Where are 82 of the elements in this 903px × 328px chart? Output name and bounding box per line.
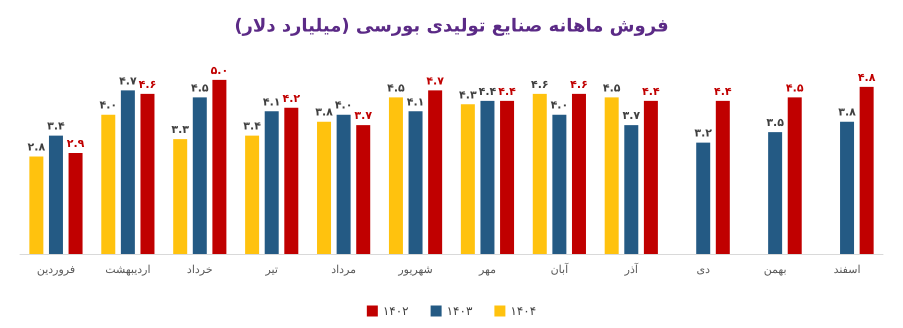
bar bbox=[388, 97, 403, 254]
data-label: ۴.۵ bbox=[190, 81, 209, 94]
bar bbox=[624, 125, 638, 254]
bar bbox=[264, 111, 279, 254]
data-label: ۴.۸ bbox=[858, 70, 876, 84]
data-label: ۴.۲ bbox=[282, 92, 300, 105]
bar bbox=[192, 97, 207, 254]
legend-label: ۱۴۰۳ bbox=[446, 304, 473, 318]
data-label: ۳.۸ bbox=[315, 106, 334, 119]
x-tick-label: مهر bbox=[478, 263, 496, 276]
bar bbox=[552, 114, 566, 254]
data-label: ۳.۷ bbox=[354, 109, 372, 122]
x-tick-label: اسفند bbox=[834, 263, 861, 276]
data-label: ۴.۴ bbox=[478, 84, 497, 98]
bar bbox=[572, 94, 586, 254]
data-label: ۲.۹ bbox=[66, 137, 85, 150]
legend-label: ۱۴۰۲ bbox=[382, 304, 409, 318]
bar bbox=[788, 97, 802, 254]
data-label: ۳.۸ bbox=[838, 106, 856, 119]
data-label: ۴.۰ bbox=[550, 98, 568, 112]
bar bbox=[173, 139, 188, 254]
data-label: ۴.۷ bbox=[119, 74, 137, 88]
x-tick-label: آذر bbox=[624, 262, 639, 276]
data-label: ۴.۶ bbox=[530, 78, 549, 91]
bar bbox=[336, 114, 351, 254]
chart-title: فروش ماهانه صنایع تولیدی بورسی (میلیارد دلار) bbox=[234, 16, 669, 36]
data-label: ۳.۴ bbox=[47, 120, 66, 133]
bar bbox=[500, 100, 514, 254]
data-label: ۴.۰ bbox=[334, 98, 352, 112]
data-label: ۲.۸ bbox=[28, 140, 46, 154]
bar bbox=[696, 142, 710, 254]
x-tick-label: دی bbox=[696, 263, 710, 276]
data-label: ۴.۴ bbox=[642, 84, 660, 98]
data-label: ۴.۴ bbox=[714, 84, 732, 98]
data-label: ۳.۷ bbox=[622, 109, 640, 122]
bar bbox=[140, 94, 154, 254]
bar bbox=[644, 100, 658, 254]
x-tick-label: خرداد bbox=[186, 263, 213, 276]
data-label: ۳.۳ bbox=[171, 123, 190, 136]
bar bbox=[356, 125, 370, 254]
data-label: ۴.۵ bbox=[786, 81, 804, 94]
bar bbox=[604, 97, 619, 254]
data-label: ۳.۴ bbox=[243, 120, 262, 133]
bar bbox=[860, 86, 874, 254]
bar bbox=[317, 122, 332, 254]
bar bbox=[408, 111, 423, 254]
bar bbox=[840, 122, 854, 254]
bar bbox=[284, 108, 298, 254]
bar bbox=[101, 114, 116, 254]
x-tick-label: آبان bbox=[550, 262, 570, 276]
bar bbox=[460, 104, 475, 254]
bar bbox=[428, 90, 442, 254]
data-label: ۴.۵ bbox=[387, 81, 406, 94]
x-tick-label: تیر bbox=[264, 263, 278, 276]
bar bbox=[480, 100, 494, 254]
x-tick-label: شهریور bbox=[397, 263, 433, 276]
data-label: ۴.۶ bbox=[570, 78, 588, 91]
data-label: ۴.۳ bbox=[459, 88, 477, 102]
bar bbox=[212, 80, 226, 254]
data-label: ۴.۱ bbox=[406, 95, 424, 108]
data-label: ۴.۷ bbox=[426, 74, 444, 88]
bar bbox=[120, 90, 135, 254]
bar bbox=[716, 100, 730, 254]
x-tick-label: فروردین bbox=[36, 263, 76, 276]
x-tick-label: بهمن bbox=[764, 263, 787, 276]
data-label: ۴.۴ bbox=[498, 84, 516, 98]
data-label: ۵.۰ bbox=[210, 64, 228, 77]
data-label: ۴.۶ bbox=[138, 78, 156, 91]
bar bbox=[48, 136, 63, 254]
x-tick-label: مرداد bbox=[331, 263, 356, 276]
data-label: ۴.۵ bbox=[602, 81, 621, 94]
bar bbox=[532, 94, 547, 254]
data-label: ۴.۰ bbox=[99, 98, 118, 112]
x-tick-label: اردیبهشت bbox=[105, 263, 151, 276]
bar bbox=[29, 156, 44, 254]
bar bbox=[768, 132, 782, 254]
bar bbox=[245, 136, 260, 254]
bar bbox=[68, 153, 83, 254]
data-label: ۴.۱ bbox=[262, 95, 281, 108]
legend-label: ۱۴۰۴ bbox=[510, 304, 536, 318]
data-label: ۳.۲ bbox=[694, 126, 712, 140]
data-label: ۳.۵ bbox=[766, 116, 784, 130]
